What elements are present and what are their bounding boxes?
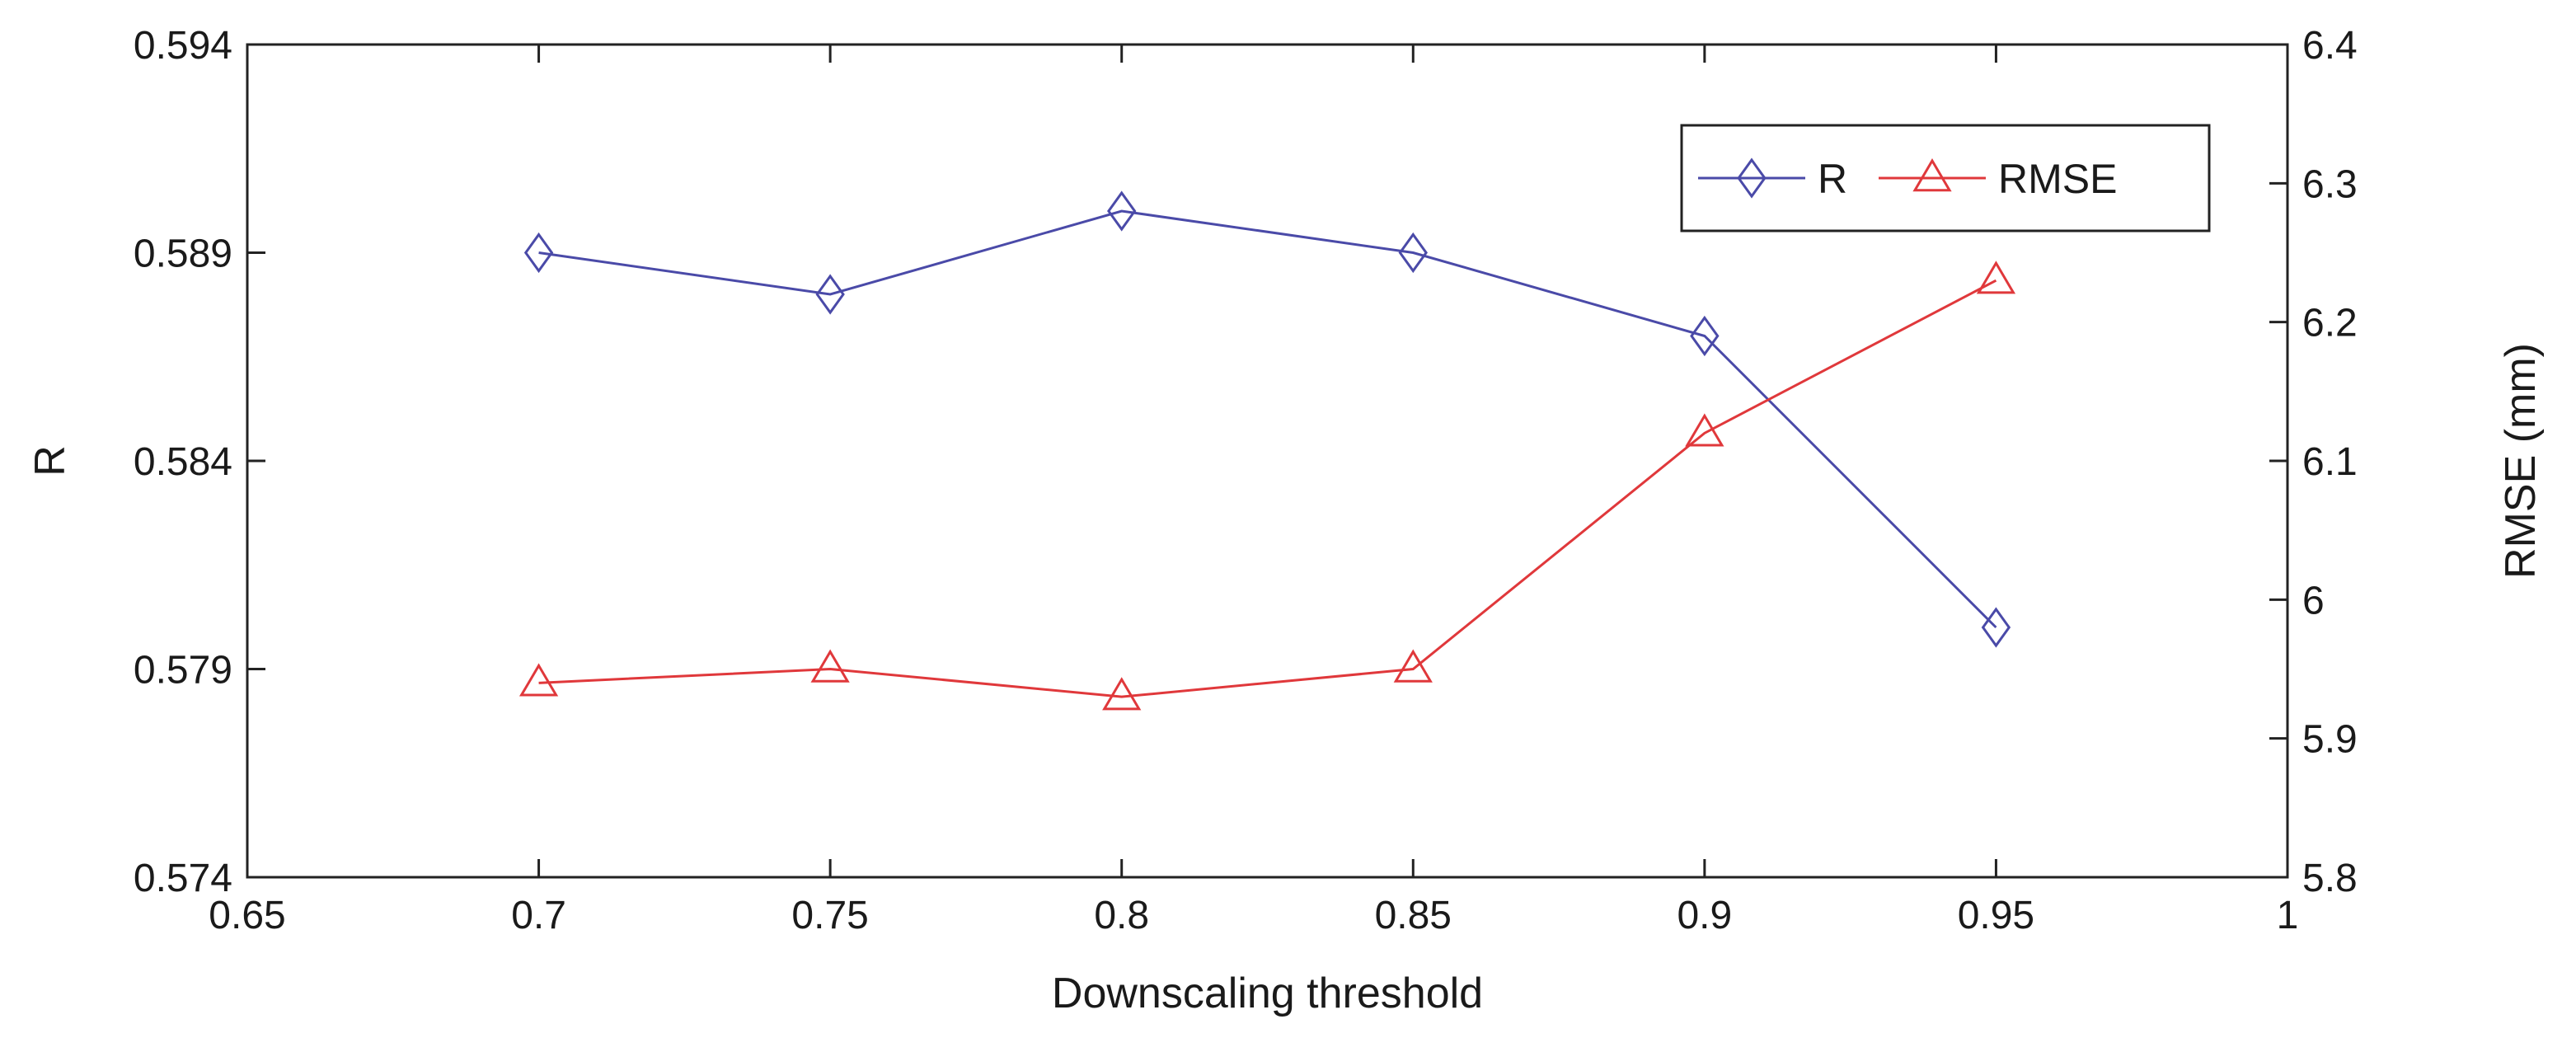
y-right-tick-label: 5.9 bbox=[2302, 718, 2358, 762]
series-line-r bbox=[538, 209, 1997, 629]
legend: R RMSE bbox=[1680, 124, 2211, 232]
series-r bbox=[523, 190, 2011, 648]
legend-label-rmse: RMSE bbox=[1998, 156, 2117, 202]
y-left-tick-label: 0.574 bbox=[134, 857, 232, 900]
x-tick-label: 0.9 bbox=[1677, 894, 1732, 937]
x-tick-label: 0.8 bbox=[1094, 894, 1149, 937]
x-axis-title: Downscaling threshold bbox=[1052, 970, 1483, 1017]
x-tick-label: 0.85 bbox=[1375, 894, 1452, 937]
data-point-r bbox=[523, 232, 554, 274]
data-point-r bbox=[815, 274, 845, 315]
data-point-rmse bbox=[1393, 649, 1433, 683]
legend-marker-rmse bbox=[1912, 158, 1952, 192]
y-axis-left-title: R bbox=[26, 445, 74, 477]
series-layer bbox=[518, 190, 2016, 711]
x-tick-label: 0.75 bbox=[791, 894, 868, 937]
y-right-tick-label: 6.4 bbox=[2302, 24, 2358, 68]
y-axis-right-title: RMSE (mm) bbox=[2497, 343, 2545, 579]
data-point-rmse bbox=[1102, 677, 1142, 711]
y-right-tick-label: 6.1 bbox=[2302, 440, 2358, 484]
y-left-tick-label: 0.579 bbox=[134, 649, 232, 693]
data-point-r bbox=[1690, 315, 1720, 357]
data-point-r bbox=[1981, 607, 2011, 648]
ticks-layer: 0.65 0.7 0.75 0.8 0.85 0.9 0.95 1 0.574 0.579 0.58… bbox=[134, 24, 2358, 937]
y-right-tick-label: 5.8 bbox=[2302, 857, 2358, 900]
data-point-rmse bbox=[1685, 413, 1724, 447]
y-right-tick-label: 6.3 bbox=[2302, 162, 2358, 206]
data-point-r bbox=[1107, 190, 1137, 232]
y-right-tick-label: 6.2 bbox=[2302, 302, 2358, 345]
series-rmse bbox=[518, 261, 2016, 711]
y-right-tick-label: 6 bbox=[2302, 579, 2325, 622]
data-point-rmse bbox=[518, 663, 559, 697]
y-left-tick-label: 0.589 bbox=[134, 232, 232, 276]
series-line-rmse bbox=[538, 279, 1997, 698]
data-point-rmse bbox=[810, 649, 850, 683]
data-point-rmse bbox=[1976, 261, 2016, 294]
legend-label-r: R bbox=[1818, 156, 1847, 202]
x-tick-label: 0.95 bbox=[1958, 894, 2034, 937]
y-left-tick-label: 0.584 bbox=[134, 440, 232, 484]
x-tick-label: 0.65 bbox=[209, 894, 285, 937]
x-tick-label: 1 bbox=[2277, 894, 2299, 937]
data-point-r bbox=[1398, 232, 1428, 274]
legend-marker-r bbox=[1737, 157, 1767, 199]
y-left-tick-label: 0.594 bbox=[134, 24, 232, 68]
x-tick-label: 0.7 bbox=[511, 894, 566, 937]
